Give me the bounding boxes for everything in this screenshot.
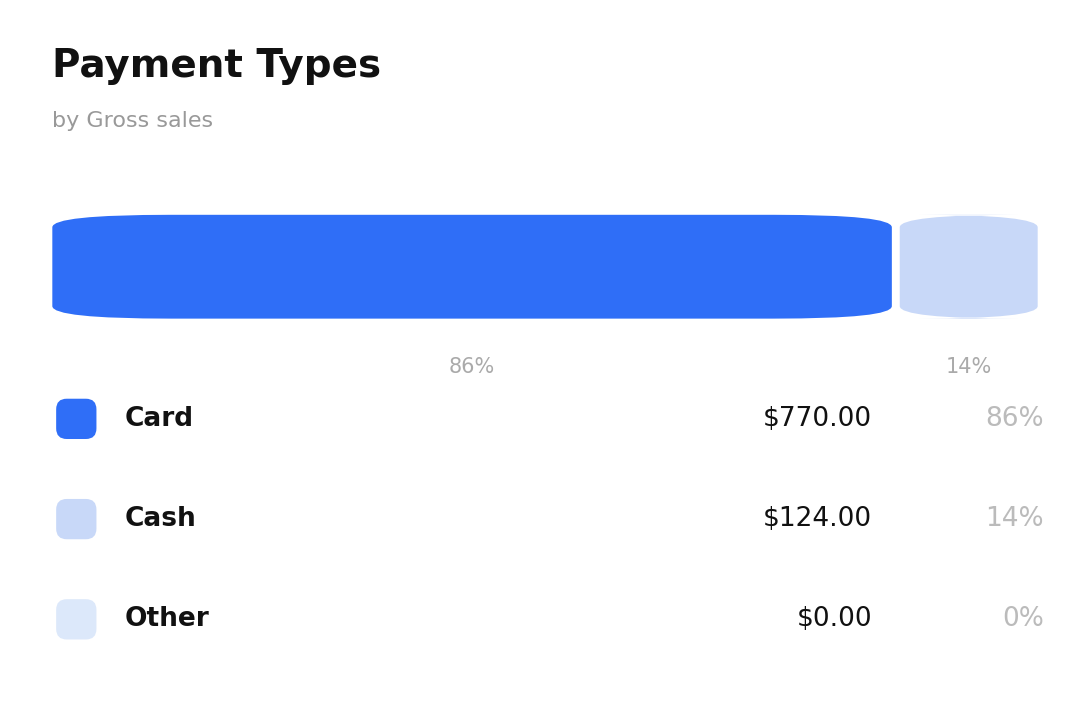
Text: 14%: 14% <box>946 357 992 377</box>
Text: Card: Card <box>124 406 193 432</box>
FancyBboxPatch shape <box>57 399 96 439</box>
Text: 14%: 14% <box>985 506 1044 532</box>
Text: 86%: 86% <box>985 406 1044 432</box>
Text: Cash: Cash <box>124 506 196 532</box>
Text: $124.00: $124.00 <box>763 506 872 532</box>
Text: $770.00: $770.00 <box>763 406 872 432</box>
Text: by Gross sales: by Gross sales <box>52 111 214 131</box>
Text: 0%: 0% <box>1003 606 1044 632</box>
FancyBboxPatch shape <box>52 215 892 319</box>
Text: Payment Types: Payment Types <box>52 47 382 84</box>
Text: $0.00: $0.00 <box>797 606 872 632</box>
Text: Other: Other <box>124 606 209 632</box>
FancyBboxPatch shape <box>899 215 1038 319</box>
Text: 86%: 86% <box>449 357 495 377</box>
FancyBboxPatch shape <box>57 599 96 639</box>
FancyBboxPatch shape <box>57 499 96 539</box>
